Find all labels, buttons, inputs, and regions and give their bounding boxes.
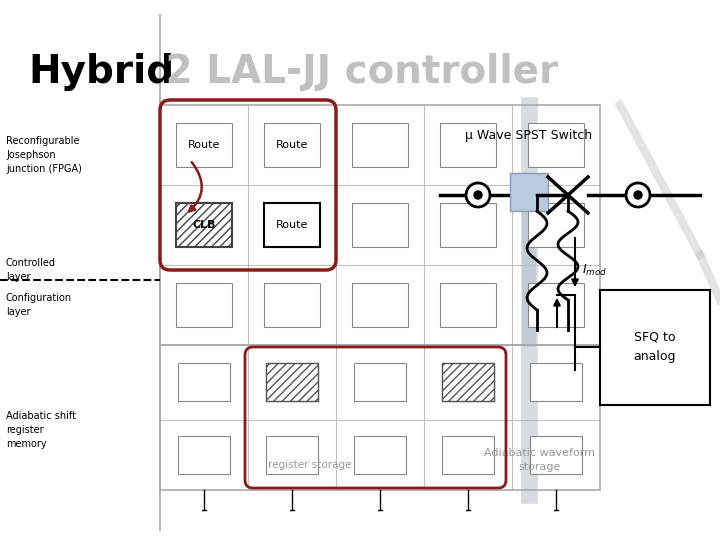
Circle shape <box>634 191 642 199</box>
Text: Route: Route <box>188 140 220 150</box>
Bar <box>354 436 406 474</box>
Bar <box>352 123 408 167</box>
Bar <box>530 363 582 401</box>
Bar <box>264 123 320 167</box>
Text: register storage: register storage <box>269 460 352 470</box>
Bar <box>440 203 496 247</box>
Bar <box>442 436 494 474</box>
Bar <box>442 363 494 401</box>
Text: Configuration
layer: Configuration layer <box>6 293 72 317</box>
Text: 2 LAL-JJ controller: 2 LAL-JJ controller <box>152 53 558 91</box>
Text: Adiabatic shift
register
memory: Adiabatic shift register memory <box>6 411 76 449</box>
Bar <box>264 283 320 327</box>
Bar <box>266 363 318 401</box>
Bar <box>528 203 584 247</box>
Circle shape <box>466 183 490 207</box>
Bar <box>176 283 232 327</box>
Bar <box>176 123 232 167</box>
Bar <box>264 203 320 247</box>
Text: μ Wave SPST Switch: μ Wave SPST Switch <box>465 129 592 141</box>
Text: Route: Route <box>276 220 308 230</box>
Bar <box>178 363 230 401</box>
Bar <box>442 363 494 401</box>
Bar <box>178 436 230 474</box>
Bar <box>440 283 496 327</box>
Bar <box>160 105 600 345</box>
Text: $I_{mod}$: $I_{mod}$ <box>582 262 607 278</box>
Bar <box>176 203 232 247</box>
Bar <box>440 123 496 167</box>
Text: Hybrid: Hybrid <box>28 53 174 91</box>
Circle shape <box>474 191 482 199</box>
Text: SFQ to
analog: SFQ to analog <box>634 331 676 363</box>
Bar <box>264 203 320 247</box>
Bar <box>352 283 408 327</box>
Bar <box>176 203 232 247</box>
Bar <box>354 363 406 401</box>
Circle shape <box>626 183 650 207</box>
Text: Controlled
layer: Controlled layer <box>6 258 56 282</box>
Bar <box>528 283 584 327</box>
Bar <box>600 290 710 405</box>
Bar <box>160 345 600 490</box>
Text: Adiabatic waveform
storage: Adiabatic waveform storage <box>485 448 595 472</box>
Bar <box>528 123 584 167</box>
Bar <box>510 173 548 211</box>
Bar <box>352 203 408 247</box>
Bar <box>266 363 318 401</box>
Text: Route: Route <box>276 140 308 150</box>
Bar <box>266 436 318 474</box>
Text: CLB: CLB <box>192 220 216 230</box>
Text: Reconfigurable
Josephson
junction (FPGA): Reconfigurable Josephson junction (FPGA) <box>6 136 82 174</box>
Bar <box>530 436 582 474</box>
